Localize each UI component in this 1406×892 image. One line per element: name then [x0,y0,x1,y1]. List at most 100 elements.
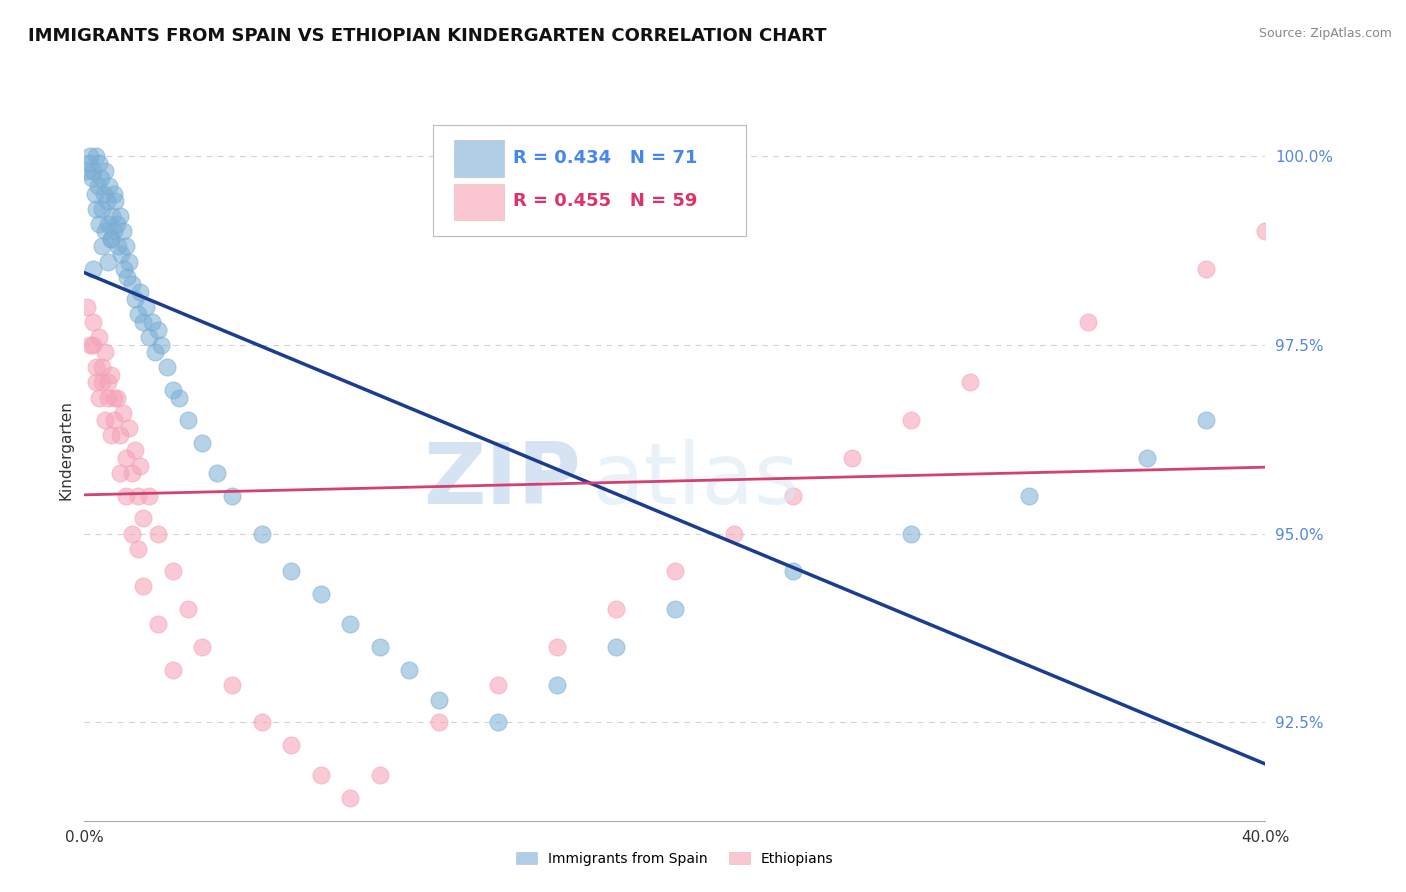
Point [177,413,200,427]
Point [427,692,450,706]
Point [108,209,131,223]
Point [132,579,155,593]
Point [129,458,152,473]
Point [104,194,127,209]
Point [1136,450,1159,465]
Point [546,678,568,692]
Point [148,322,170,336]
Point [103,224,125,238]
Point [83,186,105,201]
Point [191,436,214,450]
Point [82,164,104,178]
Point [107,239,129,253]
Point [94,345,117,359]
Point [105,217,128,231]
Point [143,345,166,359]
Point [87,330,111,344]
Point [127,308,149,322]
Point [77,156,100,170]
Point [110,247,132,261]
Point [76,300,98,314]
FancyBboxPatch shape [433,125,745,235]
Point [115,269,138,284]
Point [79,337,101,351]
Point [309,768,332,782]
Point [156,360,179,375]
Point [127,541,149,556]
Point [90,171,112,186]
Point [129,285,152,299]
Point [100,428,122,442]
Text: R = 0.434   N = 71: R = 0.434 N = 71 [513,149,697,167]
Point [207,466,229,480]
Text: IMMIGRANTS FROM SPAIN VS ETHIOPIAN KINDERGARTEN CORRELATION CHART: IMMIGRANTS FROM SPAIN VS ETHIOPIAN KINDE… [28,27,827,45]
Point [82,337,104,351]
Point [121,466,143,480]
Point [79,149,101,163]
Point [782,565,804,579]
Point [167,391,190,405]
Point [111,224,134,238]
Point [121,526,143,541]
Point [100,368,122,382]
Point [108,466,131,480]
Text: ZIP: ZIP [423,439,581,522]
Point [138,330,160,344]
Point [959,376,981,390]
Point [87,217,111,231]
Point [94,413,117,427]
Point [250,526,273,541]
Point [97,391,120,405]
Point [114,489,136,503]
Point [664,565,686,579]
Point [98,179,121,194]
Point [250,715,273,730]
Point [605,640,627,654]
Point [221,678,243,692]
Point [177,602,200,616]
Point [84,149,107,163]
Point [900,526,922,541]
Point [900,413,922,427]
Point [138,489,160,503]
Point [339,617,361,632]
Point [1077,315,1099,329]
Point [96,194,118,209]
Point [94,224,117,238]
Point [368,640,391,654]
Point [841,450,863,465]
Y-axis label: Kindergarten: Kindergarten [58,401,73,500]
Point [91,239,114,253]
Point [82,315,104,329]
Point [162,663,184,677]
Point [97,217,120,231]
Point [103,391,125,405]
Point [427,715,450,730]
Point [103,186,125,201]
Point [148,526,170,541]
Point [84,202,107,216]
Point [150,337,173,351]
Point [141,315,163,329]
Point [94,164,117,178]
Point [664,602,686,616]
Point [162,383,184,397]
Point [100,232,122,246]
Point [108,428,131,442]
Point [105,391,128,405]
Text: Source: ZipAtlas.com: Source: ZipAtlas.com [1258,27,1392,40]
Point [112,262,135,277]
Point [162,565,184,579]
Point [132,511,155,525]
Point [605,602,627,616]
Point [93,186,115,201]
Point [97,254,120,268]
Point [86,179,108,194]
Point [101,209,124,223]
Point [124,443,146,458]
Point [97,376,120,390]
Point [368,768,391,782]
Point [91,202,114,216]
Point [127,489,149,503]
Text: R = 0.455   N = 59: R = 0.455 N = 59 [513,193,697,211]
